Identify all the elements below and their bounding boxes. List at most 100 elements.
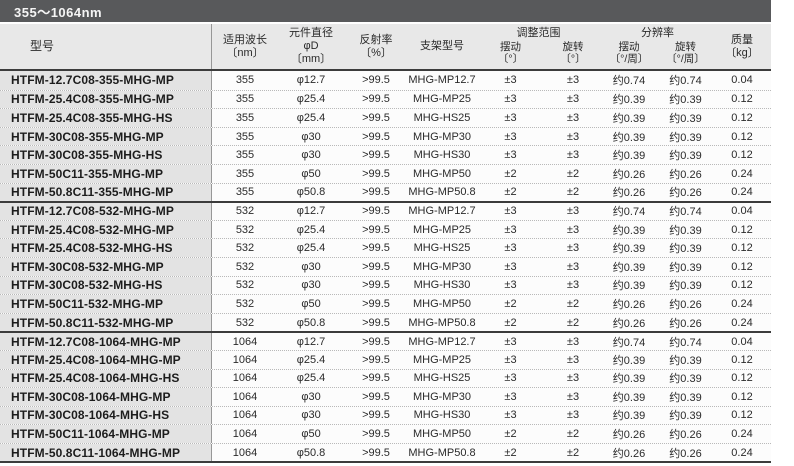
cell-swing-range: ±2 bbox=[504, 186, 517, 199]
cell-mass: 0.04 bbox=[731, 205, 753, 218]
cell-swing-range: ±2 bbox=[504, 316, 517, 329]
cell-mount: MHG-MP12.7 bbox=[408, 74, 476, 87]
cell-rotation-range: ±3 bbox=[566, 74, 580, 87]
table-row: HTFM-12.7C08-355-MHG-MP 355 φ12.7 >99.5 … bbox=[0, 71, 771, 90]
cell-diameter: φ50 bbox=[301, 428, 321, 441]
cell-swing-range: ±3 bbox=[504, 409, 517, 422]
cell-wavelength: 355 bbox=[235, 149, 255, 162]
cell-diameter: φ30 bbox=[301, 130, 321, 143]
cell-rotation-range: ±3 bbox=[566, 260, 580, 273]
cell-reflectivity: >99.5 bbox=[362, 93, 390, 106]
cell-mass: 0.12 bbox=[731, 111, 753, 124]
cell-mass: 0.12 bbox=[731, 390, 753, 403]
cell-reflectivity: >99.5 bbox=[362, 242, 390, 255]
cell-reflectivity: >99.5 bbox=[362, 149, 390, 162]
cell-rotation-range: ±3 bbox=[566, 223, 580, 236]
cell-mass: 0.04 bbox=[731, 74, 753, 87]
cell-rotation-resolution: 约0.39 bbox=[669, 410, 702, 423]
table-row: HTFM-25.4C08-1064-MHG-HS 1064 φ25.4 >99.… bbox=[0, 368, 771, 388]
cell-swing-resolution: 约0.39 bbox=[612, 391, 646, 404]
cell-rotation-range: ±3 bbox=[566, 111, 580, 124]
cell-wavelength: 1064 bbox=[232, 409, 258, 422]
cell-mount: MHG-MP50.8 bbox=[408, 446, 476, 459]
cell-swing-resolution: 约0.26 bbox=[612, 447, 646, 460]
cell-wavelength: 532 bbox=[235, 316, 255, 329]
cell-model: HTFM-25.4C08-1064-MHG-MP bbox=[0, 350, 212, 369]
table-row: HTFM-25.4C08-355-MHG-HS 355 φ25.4 >99.5 … bbox=[0, 108, 771, 127]
cell-model: HTFM-12.7C08-355-MHG-MP bbox=[0, 71, 212, 90]
cell-wavelength: 532 bbox=[235, 279, 255, 292]
cell-wavelength: 532 bbox=[235, 297, 255, 310]
cell-swing-resolution: 约0.26 bbox=[612, 317, 646, 330]
cell-wavelength: 1064 bbox=[232, 428, 258, 441]
cell-rotation-resolution: 约0.39 bbox=[669, 354, 702, 367]
cell-model: HTFM-12.7C08-1064-MHG-MP bbox=[0, 333, 212, 350]
table-row: HTFM-30C08-355-MHG-HS 355 φ30 >99.5 MHG-… bbox=[0, 145, 771, 164]
cell-mount: MHG-MP25 bbox=[412, 353, 472, 366]
cell-mass: 0.12 bbox=[731, 279, 753, 292]
cell-mass: 0.24 bbox=[731, 297, 753, 310]
cell-model: HTFM-50.8C11-532-MHG-MP bbox=[0, 313, 212, 332]
cell-wavelength: 355 bbox=[235, 186, 255, 199]
cell-reflectivity: >99.5 bbox=[362, 409, 390, 422]
cell-swing-resolution: 约0.74 bbox=[612, 336, 646, 349]
cell-mount: MHG-MP50.8 bbox=[408, 186, 476, 199]
cell-model: HTFM-30C08-1064-MHG-HS bbox=[0, 406, 212, 425]
cell-diameter: φ12.7 bbox=[296, 74, 326, 87]
cell-model: HTFM-12.7C08-532-MHG-MP bbox=[0, 203, 212, 220]
table-body: HTFM-12.7C08-355-MHG-MP 355 φ12.7 >99.5 … bbox=[0, 71, 771, 464]
cell-rotation-range: ±3 bbox=[566, 335, 580, 348]
cell-wavelength: 355 bbox=[235, 130, 255, 143]
cell-wavelength: 1064 bbox=[232, 372, 258, 385]
cell-mount: MHG-MP50 bbox=[412, 167, 472, 180]
cell-mass: 0.12 bbox=[731, 242, 753, 255]
cell-diameter: φ25.4 bbox=[296, 111, 326, 124]
cell-mass: 0.12 bbox=[731, 260, 753, 273]
cell-mass: 0.12 bbox=[731, 130, 753, 143]
cell-rotation-range: ±3 bbox=[566, 205, 580, 218]
cell-wavelength: 532 bbox=[235, 242, 255, 255]
cell-diameter: φ50 bbox=[301, 297, 321, 310]
cell-swing-resolution: 约0.39 bbox=[612, 150, 646, 163]
table-row: HTFM-25.4C08-532-MHG-HS 532 φ25.4 >99.5 … bbox=[0, 238, 771, 257]
table-row: HTFM-25.4C08-532-MHG-MP 532 φ25.4 >99.5 … bbox=[0, 219, 771, 239]
cell-wavelength: 355 bbox=[235, 93, 255, 106]
cell-mount: MHG-MP12.7 bbox=[408, 335, 476, 348]
cell-mount: MHG-MP50.8 bbox=[408, 316, 476, 329]
table-row: HTFM-30C08-355-MHG-MP 355 φ30 >99.5 MHG-… bbox=[0, 126, 771, 146]
section-title-bar: 355～1064nm bbox=[0, 0, 771, 22]
table-row: HTFM-25.4C08-1064-MHG-MP 1064 φ25.4 >99.… bbox=[0, 349, 771, 369]
cell-diameter: φ12.7 bbox=[296, 205, 326, 218]
header-rotation-range: 旋转 〔°〕 bbox=[560, 40, 586, 66]
cell-reflectivity: >99.5 bbox=[362, 316, 390, 329]
cell-mount: MHG-HS30 bbox=[413, 149, 471, 162]
table-row: HTFM-12.7C08-1064-MHG-MP 1064 φ12.7 >99.… bbox=[0, 331, 771, 350]
header-wavelength: 适用波长 〔nm〕 bbox=[223, 33, 267, 59]
cell-swing-range: ±3 bbox=[504, 260, 517, 273]
cell-swing-range: ±3 bbox=[504, 223, 517, 236]
cell-rotation-range: ±2 bbox=[566, 316, 580, 329]
table-row: HTFM-50.8C11-355-MHG-MP 355 φ50.8 >99.5 … bbox=[0, 182, 771, 202]
cell-rotation-range: ±3 bbox=[566, 279, 580, 292]
cell-reflectivity: >99.5 bbox=[362, 167, 390, 180]
cell-rotation-range: ±3 bbox=[566, 149, 580, 162]
cell-rotation-range: ±3 bbox=[566, 353, 580, 366]
cell-rotation-range: ±3 bbox=[566, 409, 580, 422]
cell-diameter: φ30 bbox=[301, 279, 321, 292]
cell-mass: 0.24 bbox=[731, 446, 753, 459]
cell-reflectivity: >99.5 bbox=[362, 297, 390, 310]
cell-mount: MHG-HS25 bbox=[413, 111, 471, 124]
cell-rotation-resolution: 约0.26 bbox=[669, 447, 702, 460]
cell-wavelength: 532 bbox=[235, 205, 255, 218]
cell-swing-resolution: 约0.39 bbox=[612, 224, 646, 237]
spec-table: 型号 适用波长 〔nm〕 元件直径 φD 〔mm〕 反射率 〔%〕 支架型号 调… bbox=[0, 24, 771, 464]
cell-rotation-resolution: 约0.39 bbox=[669, 373, 702, 386]
header-adjust-range-group: 调整范围 bbox=[516, 27, 561, 40]
cell-model: HTFM-30C08-355-MHG-HS bbox=[0, 146, 212, 164]
cell-rotation-resolution: 约0.39 bbox=[669, 280, 702, 293]
cell-reflectivity: >99.5 bbox=[362, 279, 390, 292]
cell-swing-range: ±3 bbox=[504, 205, 517, 218]
cell-swing-range: ±2 bbox=[504, 297, 517, 310]
cell-swing-range: ±3 bbox=[504, 111, 517, 124]
